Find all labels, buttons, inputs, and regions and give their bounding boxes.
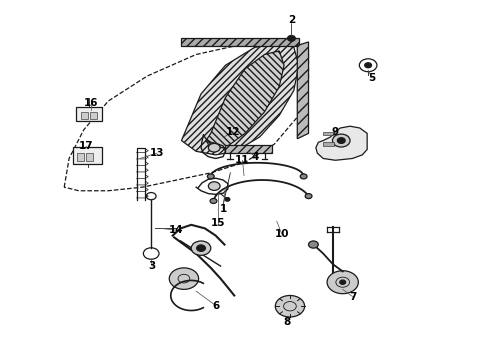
Bar [323, 132, 334, 135]
Circle shape [309, 241, 318, 248]
Circle shape [332, 134, 350, 147]
Circle shape [305, 194, 312, 199]
Circle shape [169, 268, 198, 289]
Text: 16: 16 [84, 98, 98, 108]
Circle shape [275, 296, 305, 317]
Text: 2: 2 [288, 15, 295, 26]
Bar [76, 107, 102, 121]
Circle shape [208, 182, 220, 190]
Circle shape [365, 63, 371, 68]
Circle shape [196, 245, 205, 251]
Polygon shape [297, 42, 309, 139]
Text: 9: 9 [332, 127, 339, 136]
Circle shape [208, 143, 220, 152]
Text: 12: 12 [225, 127, 240, 136]
Polygon shape [206, 51, 284, 148]
Circle shape [225, 198, 230, 201]
Circle shape [191, 241, 211, 255]
Circle shape [210, 198, 217, 203]
Bar [73, 147, 102, 164]
Text: 5: 5 [368, 73, 376, 83]
Bar [77, 153, 84, 161]
Bar [181, 38, 299, 45]
Bar [86, 153, 93, 161]
Circle shape [300, 174, 307, 179]
Bar [81, 112, 88, 119]
Bar [323, 142, 334, 146]
Text: 15: 15 [211, 218, 225, 228]
Circle shape [327, 271, 358, 294]
Text: 10: 10 [274, 229, 289, 239]
Text: 17: 17 [79, 141, 94, 151]
Circle shape [340, 280, 345, 284]
Circle shape [288, 36, 295, 41]
Text: 4: 4 [251, 152, 258, 162]
Text: 13: 13 [150, 148, 164, 158]
Bar [90, 112, 97, 119]
Text: 7: 7 [349, 292, 356, 302]
Text: 14: 14 [169, 225, 184, 235]
Text: 8: 8 [283, 317, 290, 327]
Circle shape [337, 138, 345, 143]
Bar [225, 145, 272, 153]
Polygon shape [316, 126, 367, 160]
Text: 6: 6 [212, 301, 220, 311]
Text: 3: 3 [148, 261, 156, 271]
Polygon shape [181, 44, 299, 155]
Text: 1: 1 [220, 204, 227, 214]
Circle shape [207, 174, 214, 179]
Text: 11: 11 [235, 155, 250, 165]
